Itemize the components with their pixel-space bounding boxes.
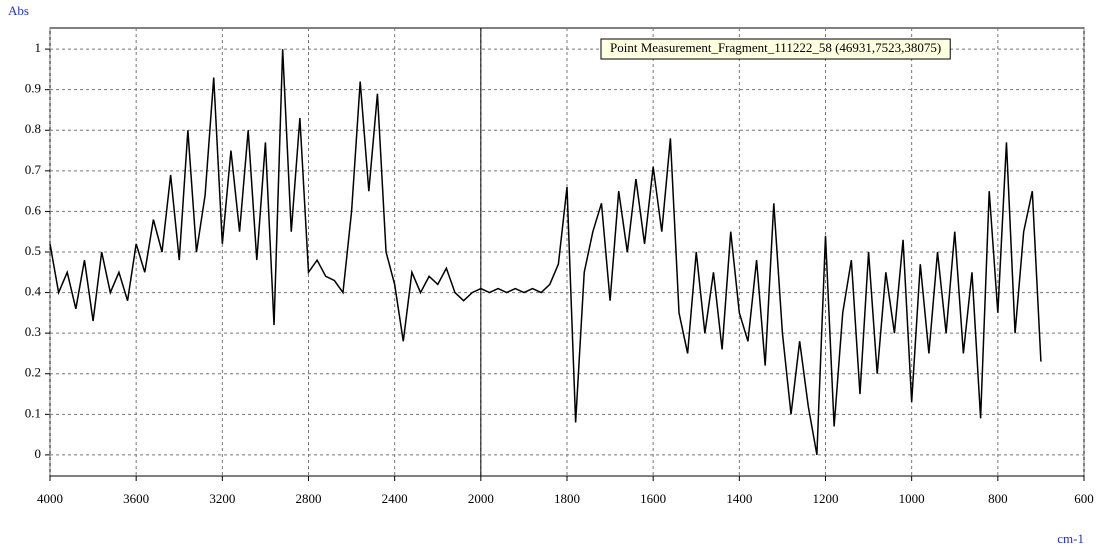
x-tick-label: 2400 [382,491,408,506]
annotation-box [600,38,951,60]
x-tick-label: 1200 [813,491,839,506]
x-axis-label: cm-1 [1057,531,1084,546]
x-tick-label: 2800 [296,491,322,506]
x-tick-label: 1400 [726,491,752,506]
x-tick-label: 800 [988,491,1008,506]
annotation: Point Measurement_Fragment_111222_58 (46… [600,38,951,60]
y-tick-label: 0.3 [25,324,41,339]
y-tick-label: 0.4 [25,284,42,299]
y-tick-label: 1 [35,40,42,55]
x-tick-label: 3600 [123,491,149,506]
x-tick-label: 3200 [209,491,235,506]
x-tick-label: 1600 [640,491,666,506]
x-tick-label: 600 [1074,491,1094,506]
x-tick-label: 4000 [37,491,63,506]
y-tick-label: 0.6 [25,202,42,217]
y-tick-label: 0.2 [25,365,41,380]
x-tick-label: 1000 [899,491,925,506]
y-axis-label: Abs [8,3,29,18]
x-tick-label: 1800 [554,491,580,506]
y-tick-label: 0.8 [25,121,41,136]
y-tick-label: 0.1 [25,405,41,420]
y-tick-label: 0.9 [25,81,41,96]
y-tick-label: 0.5 [25,243,41,258]
y-tick-label: 0.7 [25,162,42,177]
x-tick-label: 2000 [468,491,494,506]
spectrum-line [49,49,1042,456]
y-tick-label: 0 [35,446,42,461]
annotation-text: Point Measurement_Fragment_111222_58 (46… [610,40,941,55]
